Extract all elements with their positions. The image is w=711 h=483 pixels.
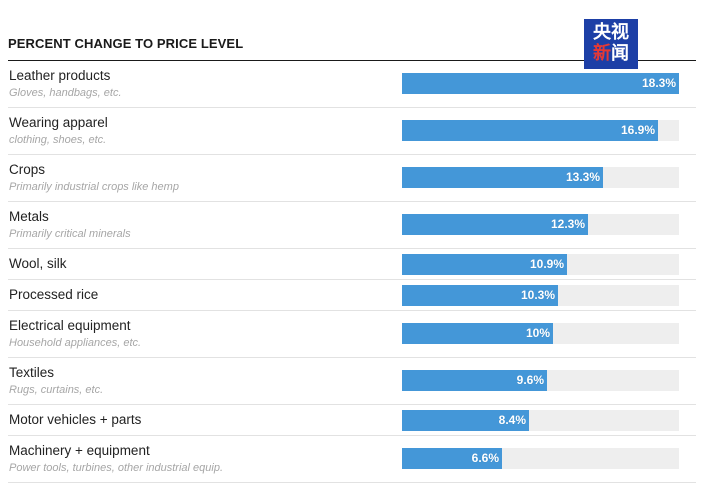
category-label: Leather products [9, 68, 111, 83]
bar-value-label: 12.3% [550, 217, 585, 231]
category-label: Textiles [9, 365, 55, 380]
category-sublabel: clothing, shoes, etc. [9, 134, 107, 146]
bar-value-label: 8.4% [498, 413, 526, 427]
bar: 10% [402, 323, 553, 344]
bar: 12.3% [402, 214, 588, 235]
bar: 16.9% [402, 120, 658, 141]
bar-track: 16.9% [402, 120, 679, 141]
bar-value-label: 18.3% [641, 76, 676, 90]
category-label: Wool, silk [9, 256, 67, 271]
bar-track: 10% [402, 323, 679, 344]
chart-row: Wearing apparel clothing, shoes, etc. 16.9… [8, 108, 696, 155]
chart-title: PERCENT CHANGE TO PRICE LEVEL [8, 36, 244, 51]
chart-row: Processed rice 10.3% [8, 280, 696, 311]
category-label: Motor vehicles + parts [9, 412, 142, 427]
bar: 18.3% [402, 73, 679, 94]
bar-track: 6.6% [402, 448, 679, 469]
bar: 6.6% [402, 448, 502, 469]
bar-value-label: 9.6% [516, 373, 544, 387]
chart-row: Metals Primarily critical minerals 12.3% [8, 202, 696, 249]
category-label: Electrical equipment [9, 318, 131, 333]
bar-track: 8.4% [402, 410, 679, 431]
bar-track: 10.9% [402, 254, 679, 275]
category-sublabel: Household appliances, etc. [9, 337, 142, 349]
bar-track: 18.3% [402, 73, 679, 94]
bar-value-label: 6.6% [471, 451, 499, 465]
category-sublabel: Power tools, turbines, other industrial … [9, 462, 224, 474]
bar-track: 13.3% [402, 167, 679, 188]
category-label: Metals [9, 209, 49, 224]
category-sublabel: Primarily critical minerals [9, 228, 131, 240]
chart-row: Wool, silk 10.9% [8, 249, 696, 280]
chart-row: Motor vehicles + parts 8.4% [8, 405, 696, 436]
category-sublabel: Primarily industrial crops like hemp [9, 181, 179, 193]
bar-value-label: 16.9% [620, 123, 655, 137]
category-sublabel: Gloves, handbags, etc. [9, 87, 122, 99]
chart-row: Textiles Rugs, curtains, etc. 9.6% [8, 358, 696, 405]
bar-chart: Leather products Gloves, handbags, etc. 18… [8, 61, 696, 483]
bar-track: 12.3% [402, 214, 679, 235]
category-label: Processed rice [9, 287, 99, 302]
bar-value-label: 13.3% [565, 170, 600, 184]
logo-char-accent: 新 [593, 43, 611, 64]
bar: 13.3% [402, 167, 603, 188]
category-label: Machinery + equipment [9, 443, 150, 458]
bar-value-label: 10.9% [529, 257, 564, 271]
category-sublabel: Rugs, curtains, etc. [9, 384, 104, 396]
bar: 9.6% [402, 370, 547, 391]
chart-row: Leather products Gloves, handbags, etc. 18… [8, 61, 696, 108]
bar: 10.9% [402, 254, 567, 275]
logo-char: 闻 [611, 43, 629, 64]
bar-value-label: 10% [525, 326, 550, 340]
chart-row: Electrical equipment Household appliances… [8, 311, 696, 358]
chart-row: Crops Primarily industrial crops like hem… [8, 155, 696, 202]
bar-track: 10.3% [402, 285, 679, 306]
category-label: Crops [9, 162, 46, 177]
logo-line-1: 央视 [593, 22, 629, 43]
logo-line-2: 新闻 [584, 43, 638, 64]
bar: 10.3% [402, 285, 558, 306]
chart-row: Machinery + equipment Power tools, turbin… [8, 436, 696, 483]
cctv-news-logo: 央视 新闻 [584, 19, 638, 69]
bar: 8.4% [402, 410, 529, 431]
bar-track: 9.6% [402, 370, 679, 391]
category-label: Wearing apparel [9, 115, 108, 130]
chart-header: PERCENT CHANGE TO PRICE LEVEL [8, 30, 696, 61]
bar-value-label: 10.3% [520, 288, 555, 302]
